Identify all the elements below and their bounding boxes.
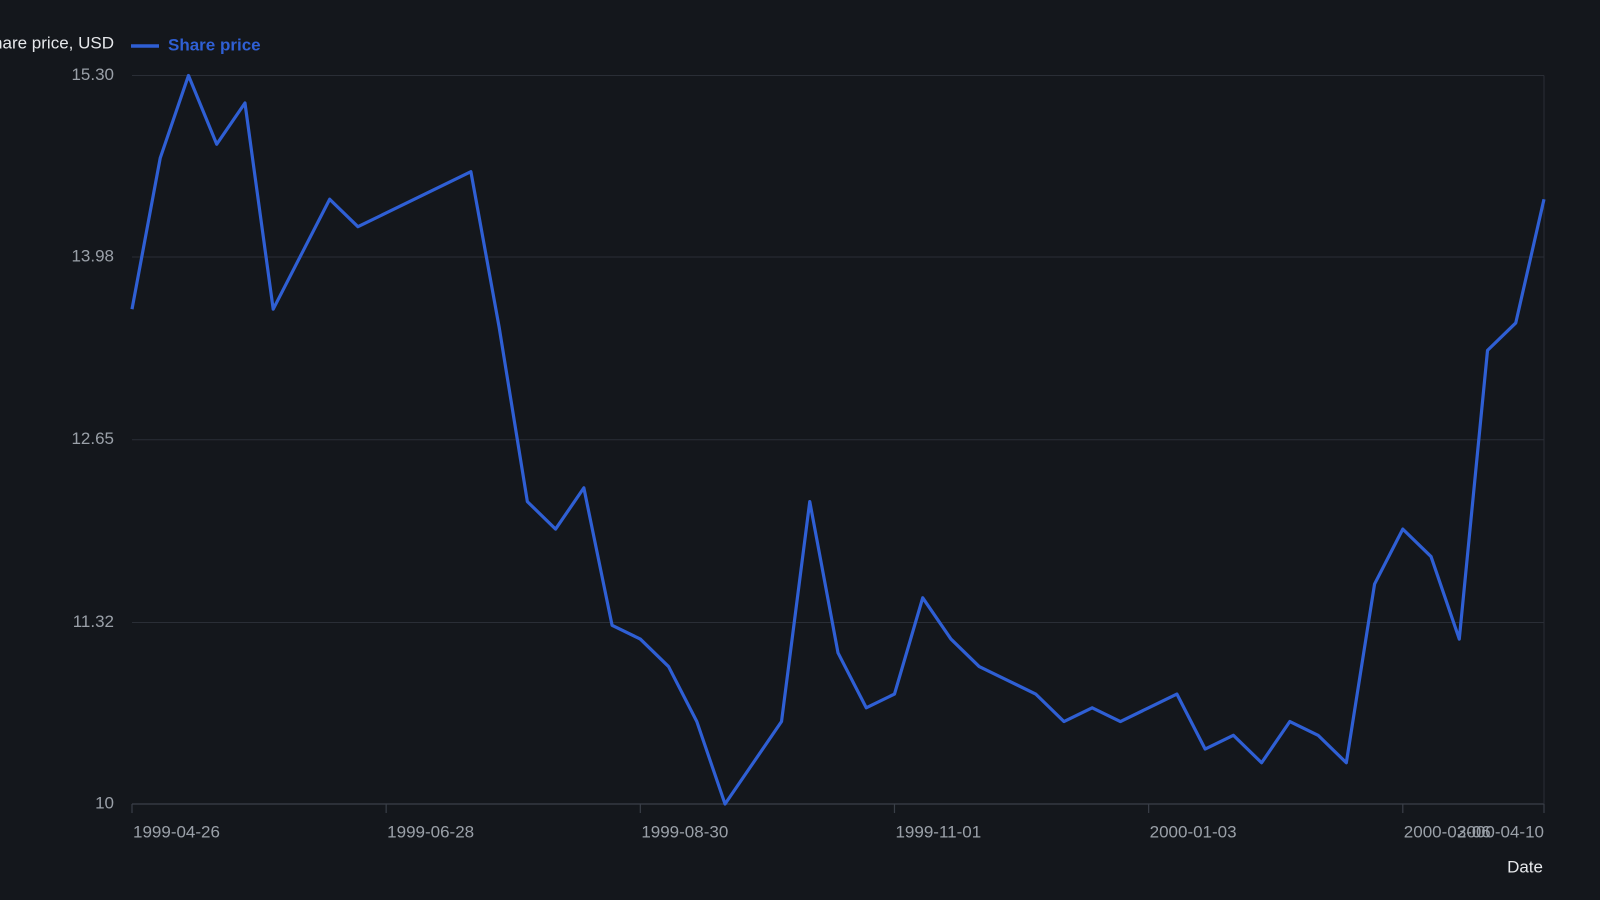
y-tick-label: 12.65: [71, 429, 114, 448]
x-tick-label: 1999-11-01: [895, 822, 981, 841]
y-tick-label: 13.98: [71, 246, 114, 265]
x-tick-label: 1999-08-30: [641, 822, 728, 841]
x-tick-label: 2000-04-10: [1457, 822, 1544, 841]
x-tick-label: 2000-01-03: [1150, 822, 1237, 841]
y-tick-label: 15.30: [71, 65, 114, 84]
y-tick-label: 10: [95, 793, 114, 812]
y-axis-label: Share price, USD: [0, 33, 114, 52]
x-axis-label: Date: [1507, 857, 1543, 876]
x-tick-label: 2000-03-06: [1404, 822, 1491, 841]
legend-label: Share price: [168, 35, 261, 54]
x-tick-label: 1999-06-28: [387, 822, 474, 841]
y-tick-label: 11.32: [73, 612, 114, 631]
line: [130, 73, 1546, 806]
x-tick-label: 1999-04-26: [133, 822, 220, 841]
